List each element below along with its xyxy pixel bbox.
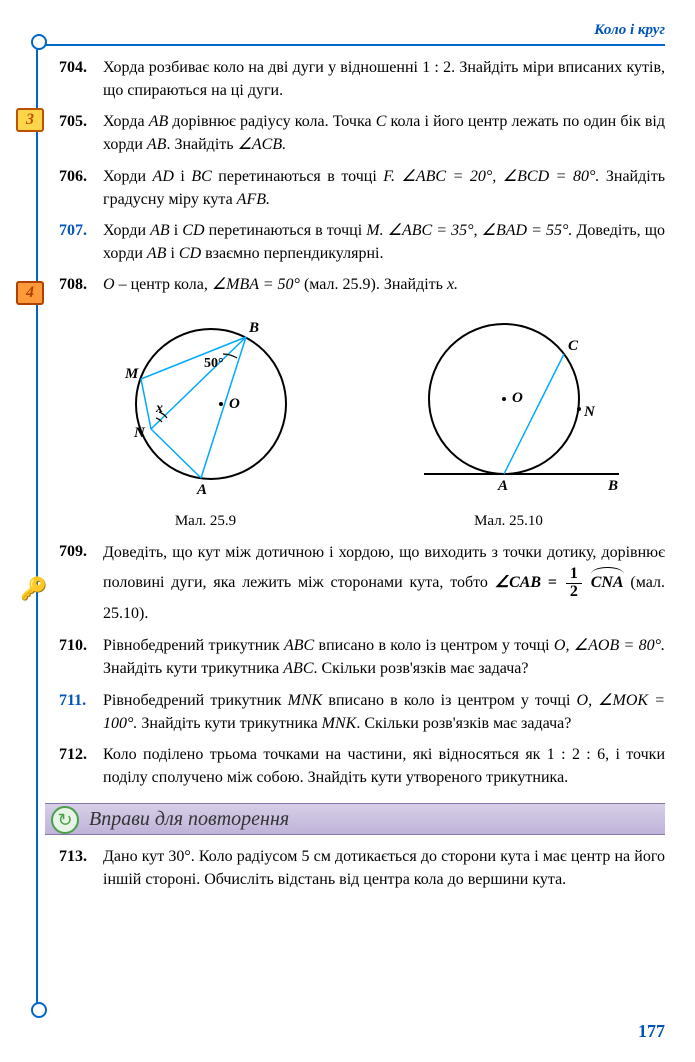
svg-text:O: O (512, 390, 523, 406)
problem-706: 706. Хорди AD і BC перетинаються в точці… (59, 165, 665, 211)
problem-number: 709. (59, 540, 103, 626)
problem-711: 711. Рівнобедрений трикутник MNK вписано… (59, 689, 665, 735)
figure-caption: Мал. 25.9 (101, 511, 311, 533)
svg-text:A: A (497, 478, 508, 494)
figures-row: B M N A O 50° x Мал. 25.9 C (59, 304, 665, 532)
svg-text:A: A (196, 482, 207, 498)
problem-text: Рівнобедрений трикутник ABC вписано в ко… (103, 634, 665, 680)
svg-text:50°: 50° (204, 356, 224, 371)
problem-number: 712. (59, 743, 103, 789)
page-number: 177 (638, 1018, 665, 1044)
problem-number: 710. (59, 634, 103, 680)
page: Коло і круг 704. Хорда розбиває коло на … (0, 0, 695, 1062)
difficulty-badge-4: 4 (16, 281, 44, 305)
svg-text:N: N (133, 425, 146, 441)
problem-text: Хорди AB і CD перетинаються в точці M. ∠… (103, 219, 665, 265)
difficulty-badge-3: 3 (16, 108, 44, 132)
content: 704. Хорда розбиває коло на дві дуги у в… (45, 56, 665, 892)
svg-text:C: C (568, 338, 579, 354)
problem-text: Хорда AB дорівнює радіусу кола. Точка C … (103, 110, 665, 156)
svg-text:O: O (229, 396, 240, 412)
svg-text:N: N (583, 404, 596, 420)
problem-704: 704. Хорда розбиває коло на дві дуги у в… (59, 56, 665, 102)
problem-713: 713. Дано кут 30°. Коло радіусом 5 см до… (59, 845, 665, 891)
problem-number: 706. (59, 165, 103, 211)
problem-text: Дано кут 30°. Коло радіусом 5 см дотикає… (103, 845, 665, 891)
problem-709: 709. Доведіть, що кут між дотичною і хор… (59, 540, 665, 626)
problem-705: 705. Хорда AB дорівнює радіусу кола. Точ… (59, 110, 665, 156)
key-icon: 🔑 (20, 573, 47, 605)
circle-diagram-1: B M N A O 50° x (101, 304, 311, 499)
problem-712: 712. Коло поділено трьома точками на час… (59, 743, 665, 789)
svg-text:x: x (155, 401, 163, 416)
figure-caption: Мал. 25.10 (394, 511, 624, 533)
problem-text: Хорди AD і BC перетинаються в точці F. ∠… (103, 165, 665, 211)
problem-text: Хорда розбиває коло на дві дуги у віднош… (103, 56, 665, 102)
problem-number: 705. (59, 110, 103, 156)
problem-text: O – центр кола, ∠MBA = 50° (мал. 25.9). … (103, 273, 665, 296)
circle-diagram-2: C O N A B (394, 304, 624, 499)
figure-25-9: B M N A O 50° x Мал. 25.9 (101, 304, 311, 532)
svg-text:B: B (248, 320, 259, 336)
problem-number: 713. (59, 845, 103, 891)
problem-text: Доведіть, що кут між дотичною і хордою, … (103, 540, 665, 626)
section-title: Вправи для повторення (89, 805, 289, 834)
svg-text:M: M (124, 366, 139, 382)
problem-number: 704. (59, 56, 103, 102)
refresh-icon: ↻ (51, 806, 79, 834)
problem-number: 711. (59, 689, 103, 735)
figure-25-10: C O N A B Мал. 25.10 (394, 304, 624, 532)
problem-text: Коло поділено трьома точками на частини,… (103, 743, 665, 789)
svg-text:B: B (607, 478, 618, 494)
problem-number: 708. (59, 273, 103, 296)
problem-number: 707. (59, 219, 103, 265)
left-margin-rule (36, 40, 38, 1012)
problem-708: 708. O – центр кола, ∠MBA = 50° (мал. 25… (59, 273, 665, 296)
top-rule (45, 44, 665, 46)
problem-707: 707. Хорди AB і CD перетинаються в точці… (59, 219, 665, 265)
problem-text: Рівнобедрений трикутник MNK вписано в ко… (103, 689, 665, 735)
chapter-title: Коло і круг (45, 20, 665, 42)
problem-710: 710. Рівнобедрений трикутник ABC вписано… (59, 634, 665, 680)
section-heading: ↻ Вправи для повторення (45, 803, 665, 835)
